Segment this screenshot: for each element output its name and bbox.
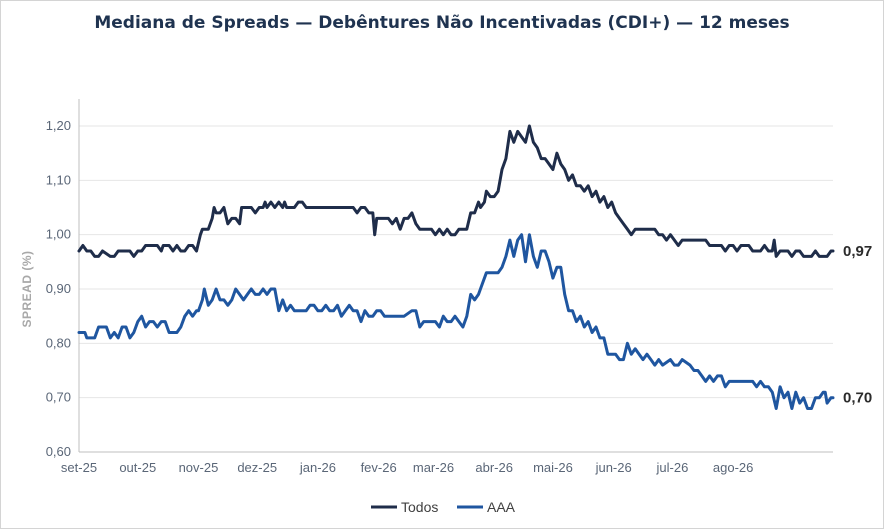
- y-tick-label: 0,80: [46, 335, 71, 350]
- y-tick-label: 1,20: [46, 118, 71, 133]
- chart-title: Mediana de Spreads — Debêntures Não Ince…: [94, 13, 790, 33]
- x-tick-label: jun-26: [595, 460, 632, 475]
- y-tick-label: 1,00: [46, 227, 71, 242]
- x-tick-label: ago-26: [713, 460, 753, 475]
- x-tick-label: jan-26: [299, 460, 336, 475]
- y-axis-label: SPREAD (%): [20, 250, 34, 327]
- end-label-todos: 0,97: [843, 243, 872, 260]
- y-tick-label: 0,90: [46, 281, 71, 296]
- x-tick-label: set-25: [61, 460, 97, 475]
- series-line-aaa: [77, 233, 835, 410]
- x-tick-label: fev-26: [361, 460, 397, 475]
- x-tick-label: out-25: [119, 460, 156, 475]
- legend: Todos AAA: [371, 499, 516, 515]
- y-tick-label: 0,60: [46, 444, 71, 459]
- end-labels: 0,97 0,70: [843, 243, 872, 407]
- y-tick-label: 1,10: [46, 172, 71, 187]
- y-tick-labels: 0,60 0,70 0,80 0,90 1,00 1,10 1,20: [46, 118, 71, 459]
- x-tick-label: dez-25: [237, 460, 277, 475]
- x-tick-label: mai-26: [533, 460, 573, 475]
- series-line-todos: [77, 124, 835, 258]
- x-tick-labels: set-25 out-25 nov-25 dez-25 jan-26 fev-26 mar-…: [61, 460, 753, 475]
- series-lines: [77, 124, 835, 410]
- x-tick-label: abr-26: [475, 460, 513, 475]
- legend-label: AAA: [487, 499, 516, 515]
- gridlines: [79, 125, 833, 399]
- x-tick-label: nov-25: [179, 460, 219, 475]
- legend-label: Todos: [401, 499, 438, 515]
- y-tick-label: 0,70: [46, 390, 71, 405]
- end-label-aaa: 0,70: [843, 390, 872, 407]
- x-tick-label: mar-26: [413, 460, 454, 475]
- x-tick-label: jul-26: [656, 460, 689, 475]
